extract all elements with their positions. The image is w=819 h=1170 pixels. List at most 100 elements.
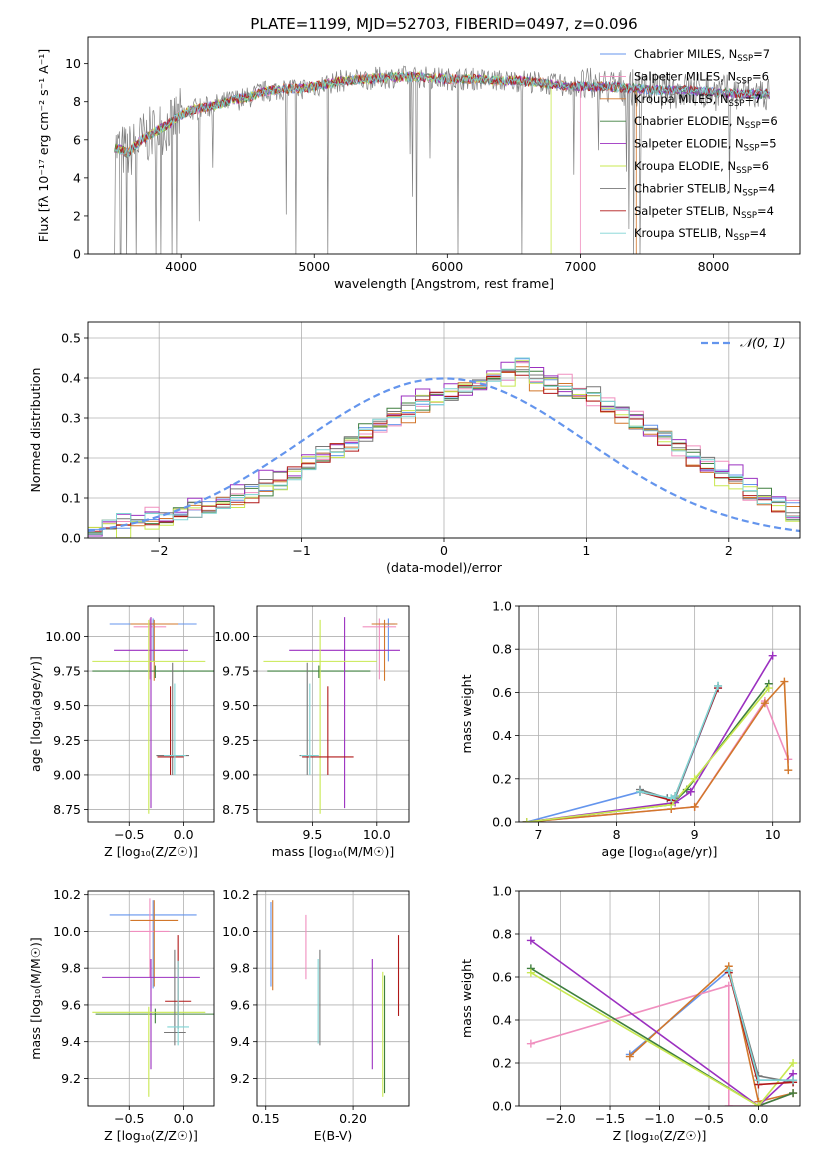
x-tick-label: 9.5: [302, 827, 322, 842]
x-tick-label: 0.0: [174, 1111, 194, 1126]
legend-label: Kroupa MILES, N: [634, 92, 729, 106]
panel-age-vs-mass: 9.5 10.0 8.75 9.00 9.25 9.50 9.75 10.00 mass [lo…: [214, 605, 410, 859]
y-tick-label: 0.0: [492, 815, 512, 830]
y-tick-label: 9.50: [222, 698, 250, 713]
y-tick-label: 9.00: [53, 767, 81, 782]
y-tick-label: 0.6: [492, 970, 512, 985]
x-tick-label: 2: [725, 543, 733, 558]
x-tick-label: −2: [150, 543, 168, 558]
legend-entry: Chabrier ELODIE, NSSP=6: [634, 114, 778, 131]
y-tick-label: 9.8: [61, 961, 81, 976]
weight-series-line: [530, 939, 794, 1106]
x-tick-label: −0.5: [694, 1111, 724, 1126]
weight-marker: [754, 1102, 763, 1106]
plot-area: [522, 651, 793, 822]
y-tick-label: 0.5: [61, 331, 81, 346]
legend-subscript: SSP: [741, 211, 757, 221]
histogram-step: [88, 369, 800, 535]
y-tick-label: 9.4: [230, 1034, 250, 1049]
x-tick-label: 0: [440, 543, 448, 558]
y-tick-label: 8.75: [53, 802, 81, 817]
panel-mass-weight-vs-z: −2.0 −1.5 −1.0 −0.5 0.0 0.0 0.2 0.4 0.6 0.8 1.0 Z […: [459, 884, 801, 1143]
x-tick-label: 6000: [431, 259, 463, 274]
y-tick-label: 4: [73, 170, 81, 185]
x-tick-label: 0.15: [252, 1111, 280, 1126]
weight-series-line: [639, 685, 719, 800]
y-tick-label: 0.1: [61, 491, 81, 506]
x-tick-label: 9: [691, 827, 699, 842]
legend-entry: Salpeter STELIB, NSSP=4: [634, 204, 774, 221]
weight-marker: [526, 1039, 535, 1048]
panel-mass-weight-vs-age: 7 8 9 10 0.0 0.2 0.4 0.6 0.8 1.0 age [log₁₀(age/yr…: [459, 599, 801, 859]
panel-mass-vs-z: −0.5 0.0 9.2 9.4 9.6 9.8 10.0 10.2 Z [log₁₀(Z/Z☉…: [28, 887, 215, 1143]
x-axis-label: age [log₁₀(age/yr)]: [602, 844, 718, 859]
y-axis-label: Flux [fλ 10⁻¹⁷ erg cm⁻² s⁻¹ A⁻¹]: [36, 49, 51, 242]
panel-mass-vs-ebv: 0.15 0.20 9.2 9.4 9.6 9.8 10.0 10.2 E(B-V): [222, 887, 410, 1143]
plot-area: [263, 617, 400, 814]
model-spectrum-line: [114, 70, 637, 254]
weight-marker: [686, 787, 695, 796]
histogram-step: [88, 360, 800, 538]
legend-label: Kroupa ELODIE, N: [634, 159, 736, 173]
x-axis-label: mass [log₁₀(M/M☉)]: [272, 844, 394, 859]
y-tick-label: 10.00: [214, 629, 250, 644]
legend-count: =6: [752, 159, 769, 173]
plot-area: [88, 357, 800, 538]
legend-count: =5: [760, 137, 777, 151]
y-tick-label: 9.75: [53, 664, 81, 679]
axes-frame: [256, 605, 410, 823]
weight-series-line: [526, 699, 790, 822]
y-tick-label: 9.6: [61, 997, 81, 1012]
histogram-step: [88, 357, 800, 535]
x-tick-label: 10.0: [363, 827, 391, 842]
weight-marker: [789, 1076, 798, 1085]
y-tick-label: 9.2: [61, 1071, 81, 1086]
weight-series-line: [526, 683, 770, 822]
legend-subscript: SSP: [736, 166, 752, 176]
y-tick-label: 2: [73, 208, 81, 223]
weight-series-line: [728, 972, 794, 1086]
weight-series-line: [639, 687, 719, 802]
y-tick-label: 0.0: [492, 1099, 512, 1114]
y-tick-label: 0.2: [492, 771, 512, 786]
legend-subscript: SSP: [744, 144, 760, 154]
weight-marker: [526, 968, 535, 977]
y-tick-label: 0.4: [61, 371, 81, 386]
y-tick-label: 10.0: [222, 924, 250, 939]
y-tick-label: 6: [73, 132, 81, 147]
weight-marker: [714, 681, 723, 690]
legend-subscript: SSP: [736, 76, 752, 86]
histogram-step: [88, 371, 800, 532]
y-tick-label: 8.75: [222, 802, 250, 817]
weight-series-line: [728, 970, 794, 1084]
y-tick-label: 0.4: [492, 728, 512, 743]
weight-series-line: [526, 687, 719, 822]
weight-marker: [754, 1076, 763, 1085]
y-tick-label: 9.4: [61, 1034, 81, 1049]
axes-frame: [87, 890, 215, 1107]
axes-frame: [256, 890, 410, 1107]
x-tick-label: −0.5: [114, 1111, 144, 1126]
weight-marker: [526, 936, 535, 945]
model-spectrum-line: [114, 71, 581, 254]
y-axis-label: mass [log₁₀(M/M☉)]: [28, 937, 43, 1059]
y-tick-label: 9.2: [230, 1071, 250, 1086]
weight-series-line: [629, 964, 794, 1103]
axes-frame: [87, 605, 215, 823]
y-tick-label: 9.8: [230, 961, 250, 976]
legend-subscript: SSP: [742, 188, 758, 198]
y-tick-label: 0.3: [61, 411, 81, 426]
y-tick-label: 9.50: [53, 698, 81, 713]
y-tick-label: 0.8: [492, 642, 512, 657]
y-tick-label: 9.25: [53, 733, 81, 748]
model-spectrum-line: [114, 72, 770, 158]
x-tick-label: −1: [292, 543, 310, 558]
legend-label: Kroupa STELIB, N: [634, 226, 734, 240]
weight-series-line: [629, 969, 794, 1081]
plot-area: [92, 898, 214, 1097]
y-tick-label: 10.2: [222, 887, 250, 902]
plot-area: [526, 936, 798, 1106]
figure-title: PLATE=1199, MJD=52703, FIBERID=0497, z=0…: [250, 15, 637, 33]
x-axis-label: (data-model)/error: [386, 560, 503, 575]
